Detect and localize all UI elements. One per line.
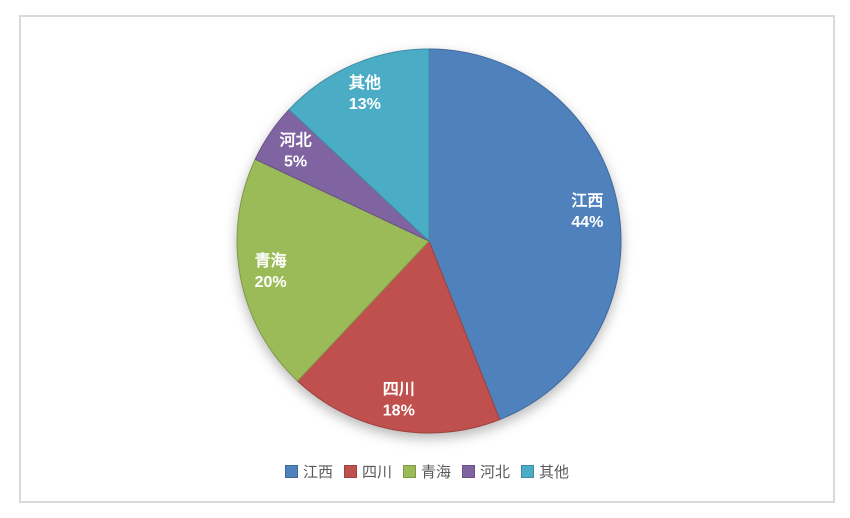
legend-label: 河北 xyxy=(480,464,511,481)
slice-label-江西: 江西 44% xyxy=(571,192,603,231)
pie-labels: 江西 44% 四川 18% 青海 20% 河北 5% 其他 13% xyxy=(255,73,604,419)
legend-label: 青海 xyxy=(420,464,451,481)
pie-slices xyxy=(236,48,622,434)
pie-slice-江西 xyxy=(428,48,622,421)
chart-frame: 江西 44% 四川 18% 青海 20% 河北 5% 其他 13% 江西 四川 青海 河北 其他 xyxy=(19,15,835,503)
legend-label: 江西 xyxy=(302,464,333,481)
slice-label-河北: 河北 5% xyxy=(280,130,312,170)
legend-item-四川: 四川 xyxy=(343,461,392,482)
slice-label-四川: 四川 18% xyxy=(383,381,415,419)
pie-slice-其他 xyxy=(288,48,430,243)
pie-slice-青海 xyxy=(236,158,430,382)
legend-label: 其他 xyxy=(539,464,570,481)
slice-label-青海: 青海 20% xyxy=(255,251,287,291)
slice-label-其他: 其他 13% xyxy=(349,73,381,113)
legend-swatch-icon xyxy=(462,465,475,478)
legend: 江西 四川 青海 河北 其他 xyxy=(21,461,833,482)
pie-slice-四川 xyxy=(296,240,501,434)
pie-chart: 江西 44% 四川 18% 青海 20% 河北 5% 其他 13% xyxy=(236,48,622,434)
legend-item-青海: 青海 xyxy=(402,461,451,482)
legend-item-其他: 其他 xyxy=(521,461,569,482)
legend-label: 四川 xyxy=(361,464,392,481)
legend-swatch-icon xyxy=(402,465,416,478)
legend-swatch-icon xyxy=(284,465,298,478)
legend-swatch-icon xyxy=(521,465,535,478)
legend-swatch-icon xyxy=(343,465,357,478)
legend-item-江西: 江西 xyxy=(284,461,333,482)
legend-item-河北: 河北 xyxy=(462,461,510,482)
